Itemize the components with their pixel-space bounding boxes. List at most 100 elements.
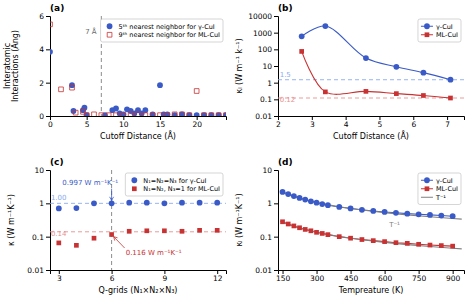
data-point [136, 112, 141, 116]
data-point [208, 112, 214, 116]
data-point [121, 113, 126, 116]
tick-label: 6 [39, 12, 44, 21]
tick: 600 [378, 270, 393, 283]
legend-item: ML-CuI [421, 185, 458, 193]
data-point [91, 200, 97, 206]
tick-label: 3 [310, 120, 315, 129]
data-point [348, 236, 353, 241]
data-point [292, 224, 297, 229]
data-point [179, 200, 185, 206]
panel-title: (d) [278, 157, 293, 167]
panel-title: (b) [278, 3, 293, 13]
tick-label: 100 [258, 45, 273, 54]
data-point [348, 206, 354, 212]
tick-mark [46, 16, 50, 17]
x-axis: 150300450600750900 [276, 270, 465, 283]
chart-root: 0510152002467 Å(a)Cutoff Distance (Å)Int… [0, 0, 474, 305]
legend-box [101, 19, 223, 42]
data-point [337, 234, 342, 239]
legend-line [421, 197, 433, 198]
tick: 6 [411, 116, 416, 129]
y-axis: 0.010.1110100100010000 [248, 12, 278, 121]
data-point [303, 227, 308, 232]
data-point [439, 243, 444, 248]
data-point [280, 219, 285, 224]
data-point [194, 89, 199, 94]
data-point [360, 237, 365, 242]
y-axis-title: κₗ (W m⁻¹K⁻¹) [235, 193, 244, 246]
legend-label: T⁻¹ [435, 194, 446, 202]
tick: 3 [310, 116, 315, 129]
tick-label: 450 [344, 274, 359, 283]
data-point [84, 112, 90, 116]
tick-label: 750 [412, 274, 427, 283]
legend-item: 9ᵗʰ nearest neighbor for ML-CuI [107, 31, 220, 39]
tick-label: 150 [276, 274, 291, 283]
tick: 10 [119, 116, 129, 129]
data-point [448, 77, 454, 83]
data-point [150, 111, 156, 116]
data-point [180, 112, 185, 116]
panel-title: (c) [50, 157, 64, 167]
legend-marker [424, 177, 430, 183]
data-point [382, 209, 388, 215]
tick: 2 [39, 79, 50, 88]
tick-label: 0.1 [32, 233, 44, 242]
legend-marker [107, 32, 112, 37]
legend-item: N₁=N₂=N₃ for γ-CuI [131, 177, 206, 185]
tick-label: 0.1 [260, 95, 272, 104]
tick: 750 [412, 270, 427, 283]
legend-box [418, 173, 461, 205]
annotation: T⁻¹ [388, 221, 400, 229]
tick-label: 900 [446, 274, 461, 283]
data-point [421, 93, 426, 98]
tick: 20 [192, 116, 202, 129]
tick-mark [46, 116, 50, 117]
tick: 900 [446, 270, 461, 283]
tick-label: 600 [378, 274, 393, 283]
data-point [209, 113, 214, 116]
tick-label: 2 [276, 120, 281, 129]
legend-label: γ-CuI [436, 177, 453, 185]
data-point [323, 90, 328, 95]
data-point [363, 55, 369, 61]
tick: 0.1 [260, 95, 278, 104]
data-point [215, 228, 220, 233]
tick: 6 [110, 270, 115, 283]
tick: 2 [276, 116, 281, 129]
data-point [197, 228, 202, 233]
data-point [450, 244, 455, 249]
data-point [109, 200, 115, 206]
data-point [320, 231, 325, 236]
data-point [393, 64, 399, 70]
tick-label: 1000 [253, 29, 272, 38]
tick-mark [274, 83, 278, 84]
data-point [162, 200, 168, 206]
data-point [450, 213, 456, 219]
y-axis: 0.010.1110 [27, 166, 50, 275]
data-point [172, 112, 178, 116]
tick-label: 0.01 [255, 266, 272, 275]
data-point [194, 112, 200, 116]
legend-label: N₁=N₂=N₃ for γ-CuI [143, 177, 206, 185]
legend-item: γ-CuI [421, 177, 453, 185]
tick-mark [274, 270, 278, 271]
tick: 6 [39, 12, 50, 21]
data-point [114, 113, 119, 116]
legend-label: γ-CuI [436, 23, 453, 31]
data-point [179, 111, 185, 116]
plot-area [50, 16, 226, 116]
tick-label: 2 [39, 79, 44, 88]
data-point [302, 197, 308, 203]
x-axis: 36912 [51, 270, 227, 283]
data-point [106, 113, 111, 116]
data-point [314, 200, 320, 206]
data-point [56, 206, 62, 212]
data-point [364, 89, 369, 94]
data-point [92, 236, 97, 241]
legend-label: ML-CuI [436, 31, 458, 39]
data-point [127, 229, 132, 234]
tick: 1 [39, 199, 50, 208]
tick-label: 1 [39, 199, 44, 208]
tick: 5 [378, 116, 383, 129]
